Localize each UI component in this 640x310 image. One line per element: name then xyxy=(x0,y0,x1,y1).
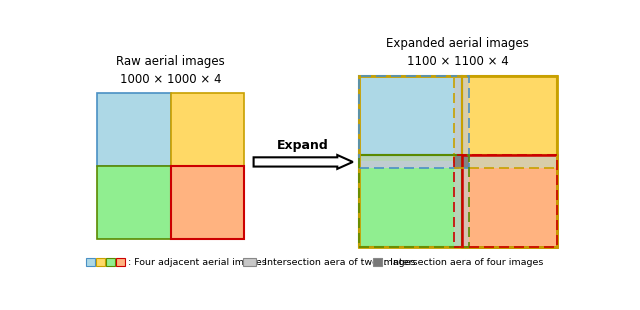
Bar xyxy=(359,155,469,247)
Text: Raw aerial images
1000 × 1000 × 4: Raw aerial images 1000 × 1000 × 4 xyxy=(116,55,225,86)
Bar xyxy=(359,76,454,155)
Bar xyxy=(373,258,382,266)
Bar xyxy=(454,76,469,247)
Text: Expanded aerial images
1100 × 1100 × 4: Expanded aerial images 1100 × 1100 × 4 xyxy=(387,37,529,68)
Bar xyxy=(454,155,557,247)
Bar xyxy=(454,76,557,168)
Bar xyxy=(97,93,171,166)
Bar xyxy=(96,258,105,266)
Text: : Intersection aera of four images: : Intersection aera of four images xyxy=(384,258,543,267)
Polygon shape xyxy=(253,155,353,169)
Bar xyxy=(359,155,462,247)
Bar xyxy=(454,76,462,155)
Bar xyxy=(462,168,469,247)
Bar xyxy=(359,168,454,247)
Text: : Four adjacent aerial images: : Four adjacent aerial images xyxy=(128,258,267,267)
Bar xyxy=(462,155,557,247)
Bar xyxy=(469,168,557,247)
Text: Expand: Expand xyxy=(277,139,329,152)
Bar xyxy=(359,76,462,155)
Bar xyxy=(97,166,171,239)
Bar xyxy=(359,155,454,168)
Bar xyxy=(171,166,244,239)
Bar xyxy=(359,76,557,247)
Bar xyxy=(469,155,557,168)
Bar xyxy=(116,258,125,266)
Bar xyxy=(86,258,95,266)
Bar xyxy=(454,155,469,168)
Bar xyxy=(171,93,244,166)
Bar xyxy=(462,76,557,155)
Bar xyxy=(359,155,454,161)
Bar xyxy=(454,168,462,247)
Text: : Intersection aera of two images: : Intersection aera of two images xyxy=(258,258,415,267)
Bar xyxy=(469,76,557,155)
Bar xyxy=(359,76,469,168)
Bar xyxy=(462,76,469,155)
Bar xyxy=(359,155,557,168)
Bar xyxy=(106,258,115,266)
Bar xyxy=(243,258,255,266)
